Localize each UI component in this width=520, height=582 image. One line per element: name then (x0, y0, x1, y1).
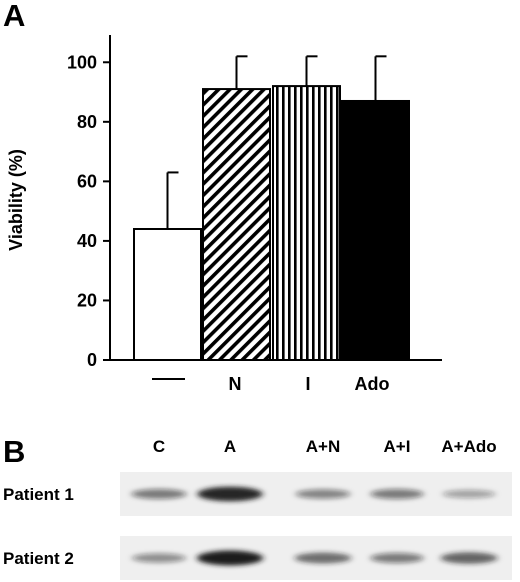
blot-lane-label: C (153, 437, 165, 456)
x-axis-ticks: N I Ado (152, 374, 390, 394)
panel-label-a: A (3, 0, 25, 33)
y-axis-ticks: 0 20 40 60 80 100 (67, 52, 110, 370)
x-tick-label: Ado (355, 374, 390, 394)
blot-band (442, 489, 496, 499)
x-tick-label: N (229, 374, 242, 394)
blot-row-label: Patient 2 (3, 549, 74, 568)
bar-1 (133, 228, 202, 361)
blot-lane-label: A+Ado (441, 437, 496, 456)
blot-band (132, 553, 186, 563)
bars (133, 55, 410, 362)
blot-band (294, 552, 352, 564)
blot-band (131, 488, 187, 500)
blot-lane-label: A (224, 437, 236, 456)
blot-band (440, 552, 498, 564)
blot-band (295, 489, 351, 499)
blot-band (197, 550, 263, 566)
blot-band (197, 486, 263, 502)
western-blot: Patient 1 Patient 2 (3, 472, 512, 580)
bar-4 (341, 99, 410, 362)
y-tick-label: 100 (67, 52, 97, 72)
blot-band (370, 488, 424, 500)
bar-2 (202, 88, 271, 362)
blot-row-label: Patient 1 (3, 485, 74, 504)
bar-3 (272, 85, 341, 361)
y-tick-label: 40 (77, 231, 97, 251)
y-tick-label: 80 (77, 112, 97, 132)
blot-lane-label: A+N (306, 437, 340, 456)
y-tick-label: 0 (87, 350, 97, 370)
x-tick-label: I (305, 374, 310, 394)
blot-lane-labels: C A A+N A+I A+Ado (153, 437, 497, 456)
blot-lane-label: A+I (384, 437, 411, 456)
y-tick-label: 60 (77, 171, 97, 191)
y-axis-label: Viability (%) (6, 149, 26, 251)
y-tick-label: 20 (77, 290, 97, 310)
blot-band (370, 552, 424, 564)
panel-label-b: B (3, 434, 25, 469)
